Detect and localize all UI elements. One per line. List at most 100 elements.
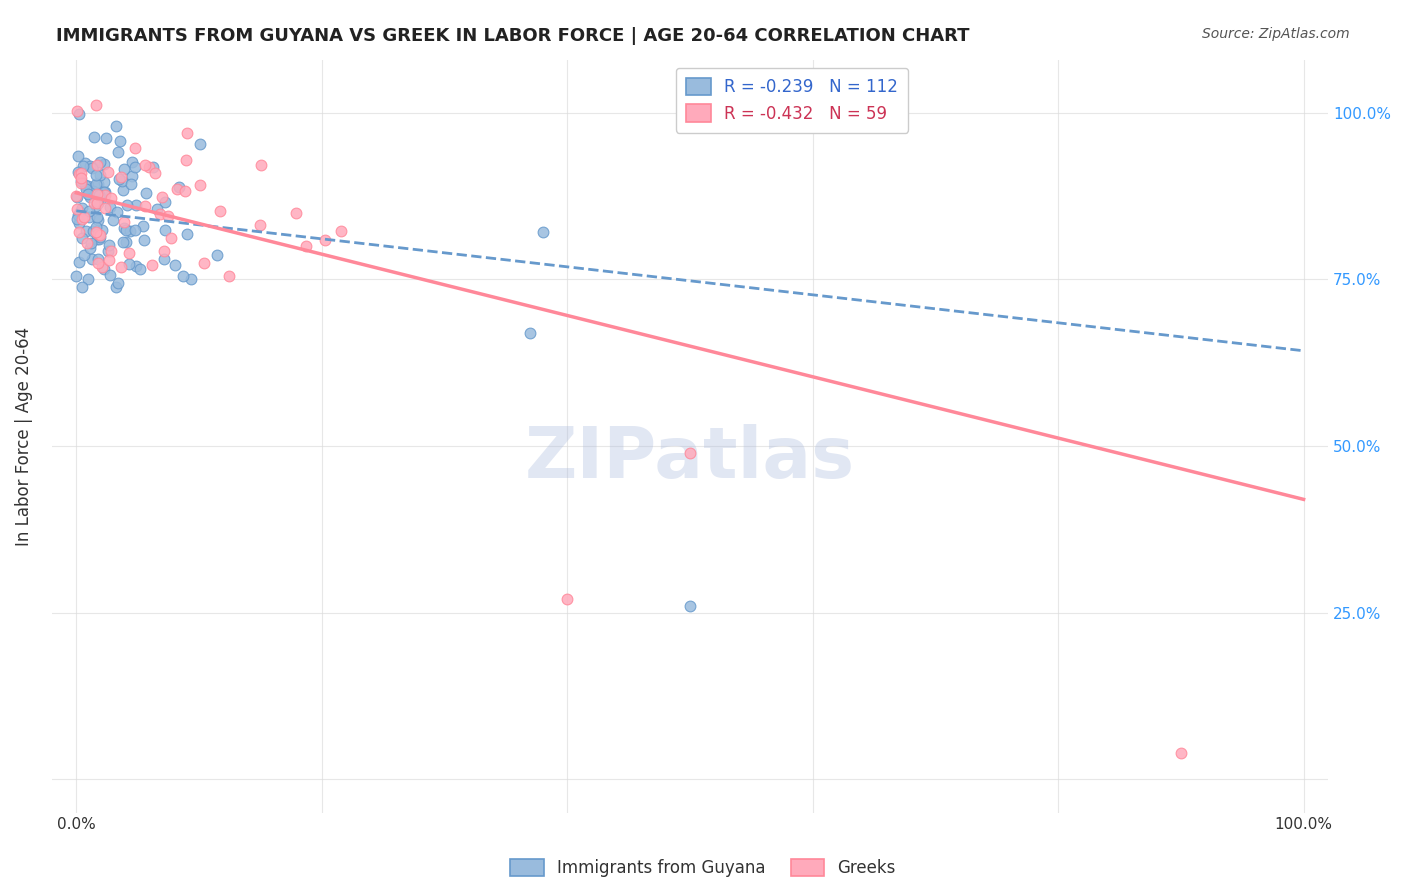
Point xyxy=(84,226,107,240)
Point xyxy=(107,145,129,159)
Point xyxy=(145,202,167,216)
Point xyxy=(108,134,131,148)
Point xyxy=(87,255,110,269)
Point xyxy=(70,176,93,190)
Point xyxy=(142,161,165,175)
Point xyxy=(124,259,146,273)
Point xyxy=(70,201,93,215)
Point xyxy=(70,170,93,185)
Point xyxy=(86,168,108,182)
Point xyxy=(94,130,117,145)
Point xyxy=(69,205,91,219)
Point xyxy=(174,184,197,198)
Point xyxy=(159,230,181,244)
Point xyxy=(80,161,103,175)
Point xyxy=(98,238,121,252)
Point xyxy=(67,165,90,179)
Point xyxy=(70,174,93,188)
Point xyxy=(86,211,108,225)
Point xyxy=(82,161,104,175)
Point xyxy=(83,130,105,145)
Point xyxy=(87,196,110,211)
Point xyxy=(90,223,112,237)
Point xyxy=(149,207,172,221)
Point xyxy=(79,190,101,204)
Point xyxy=(112,221,135,235)
Point xyxy=(75,156,97,170)
Point xyxy=(98,268,121,283)
Point xyxy=(679,599,702,613)
Point xyxy=(103,212,125,227)
Point xyxy=(112,161,135,176)
Point xyxy=(135,186,157,200)
Point xyxy=(112,183,135,197)
Point xyxy=(105,204,128,219)
Point xyxy=(157,210,180,224)
Point xyxy=(83,196,105,211)
Point xyxy=(679,446,702,460)
Point xyxy=(110,170,132,185)
Point xyxy=(89,155,111,169)
Point xyxy=(84,199,107,213)
Point xyxy=(86,196,108,211)
Point xyxy=(176,227,198,241)
Point xyxy=(111,235,134,249)
Point xyxy=(163,258,186,272)
Point xyxy=(152,252,174,266)
Point xyxy=(67,216,90,230)
Point xyxy=(117,197,139,211)
Point xyxy=(100,244,122,259)
Point xyxy=(93,185,115,199)
Point xyxy=(176,153,198,168)
Point xyxy=(124,223,146,237)
Point xyxy=(111,174,134,188)
Point xyxy=(87,252,110,267)
Point xyxy=(125,197,148,211)
Point xyxy=(107,276,129,290)
Point xyxy=(128,261,150,276)
Point xyxy=(115,235,138,250)
Point xyxy=(66,207,89,221)
Y-axis label: In Labor Force | Age 20-64: In Labor Force | Age 20-64 xyxy=(15,326,32,546)
Point xyxy=(82,184,104,198)
Point xyxy=(314,233,336,247)
Point xyxy=(77,271,100,285)
Point xyxy=(80,236,103,251)
Point xyxy=(176,126,198,140)
Point xyxy=(124,161,146,175)
Point xyxy=(67,225,90,239)
Text: ZIPatlas: ZIPatlas xyxy=(524,425,855,493)
Point xyxy=(90,192,112,206)
Point xyxy=(67,167,90,181)
Legend: Immigrants from Guyana, Greeks: Immigrants from Guyana, Greeks xyxy=(503,852,903,884)
Point xyxy=(87,177,110,191)
Point xyxy=(249,218,271,232)
Point xyxy=(82,224,104,238)
Point xyxy=(153,244,176,258)
Point xyxy=(188,178,211,192)
Point xyxy=(89,227,111,242)
Point xyxy=(89,232,111,246)
Point xyxy=(87,187,110,202)
Point xyxy=(519,326,541,340)
Point xyxy=(118,257,141,271)
Point xyxy=(86,194,108,208)
Point xyxy=(75,224,97,238)
Point xyxy=(188,136,211,151)
Point xyxy=(75,182,97,196)
Point xyxy=(79,160,101,174)
Point xyxy=(330,224,353,238)
Point xyxy=(69,165,91,179)
Point xyxy=(86,232,108,246)
Point xyxy=(87,228,110,243)
Point xyxy=(94,186,117,200)
Point xyxy=(110,260,132,275)
Point xyxy=(205,248,228,262)
Point xyxy=(65,211,87,226)
Point xyxy=(208,203,231,218)
Point xyxy=(79,241,101,255)
Point xyxy=(555,592,578,607)
Point xyxy=(120,224,142,238)
Point xyxy=(97,244,120,258)
Point xyxy=(218,268,240,283)
